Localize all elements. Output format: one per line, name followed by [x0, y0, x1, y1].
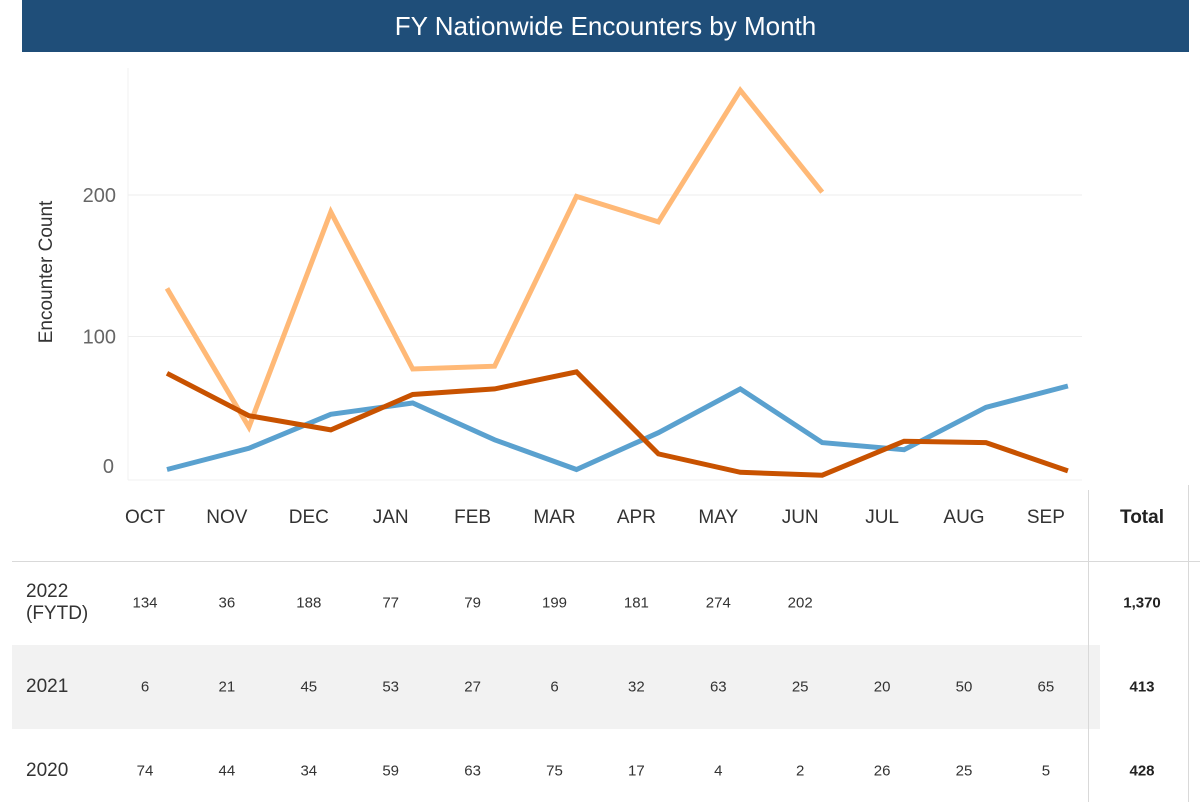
series-line-2022 [164, 85, 825, 433]
table-cell: 44 [218, 762, 236, 780]
month-header-mar: MAR [533, 507, 576, 528]
table-cell: 134 [132, 594, 158, 612]
table-header-divider [12, 561, 1200, 562]
table-cell: 75 [546, 762, 563, 780]
row-total: 428 [1129, 762, 1155, 780]
table-cell: 63 [709, 678, 727, 696]
total-header: Total [1120, 507, 1164, 528]
row-label-2020: 2020 [26, 760, 68, 782]
table-cell: 74 [136, 762, 154, 780]
table-cell: 6 [550, 678, 559, 696]
table-cell: 274 [705, 594, 731, 612]
table-cell: 27 [464, 678, 481, 696]
table-cell: 202 [787, 594, 813, 612]
y-tick-label: 0 [103, 456, 114, 478]
table-cell: 26 [873, 762, 891, 780]
table-cell: 199 [541, 594, 568, 612]
table-cell: 63 [464, 762, 481, 780]
table-cell: 65 [1037, 678, 1055, 696]
month-header-jul: JUL [865, 507, 899, 528]
table-cell: 20 [873, 678, 891, 696]
series-line-2020 [165, 369, 1069, 478]
table-cell: 59 [382, 762, 400, 780]
table-cell: 77 [382, 594, 400, 612]
table-cell: 181 [623, 594, 649, 612]
month-header-jan: JAN [372, 507, 409, 528]
y-axis-label: Encounter Count [36, 200, 57, 344]
row-total: 1,370 [1123, 594, 1161, 612]
month-header-feb: FEB [454, 507, 492, 528]
table-cell: 34 [300, 762, 318, 780]
table-cell: 6 [140, 678, 150, 696]
y-tick-label: 200 [83, 185, 116, 207]
table-cell: 25 [791, 678, 809, 696]
table-cell: 188 [296, 594, 322, 612]
month-header-nov: NOV [206, 507, 248, 528]
month-header-oct: OCT [124, 507, 166, 528]
row-label-year: 2020 [26, 760, 69, 781]
total-column-divider [1088, 490, 1089, 802]
row-total: 413 [1129, 678, 1155, 696]
month-header-jun: JUN [781, 507, 819, 528]
table-cell: 4 [714, 762, 723, 780]
table-cell: 17 [628, 762, 645, 780]
month-header-aug: AUG [943, 507, 985, 528]
row-label-suffix: (FYTD) [26, 603, 89, 624]
table-cell: 36 [218, 594, 236, 612]
row-label-year: 2021 [26, 676, 69, 697]
table-cell: 32 [628, 678, 645, 696]
table-cell: 25 [955, 762, 973, 780]
row-label-year: 2022 [26, 581, 69, 602]
table-cell: 45 [300, 678, 318, 696]
table-right-border [1188, 485, 1189, 802]
table-cell: 53 [382, 678, 400, 696]
table-cell: 79 [464, 594, 481, 612]
row-label-2021: 2021 [26, 676, 68, 698]
month-header-apr: APR [616, 507, 656, 528]
y-tick-label: 100 [83, 327, 116, 349]
table-cell: 50 [955, 678, 973, 696]
table-cell: 2 [796, 762, 805, 780]
table-cell: 5 [1041, 762, 1051, 780]
row-label-2022: 2022 (FYTD) [26, 581, 88, 625]
table-row-background [12, 645, 1100, 729]
table-cell: 21 [218, 678, 236, 696]
series-line-2021 [166, 383, 1069, 473]
month-header-dec: DEC [288, 507, 329, 528]
month-header-sep: SEP [1026, 507, 1065, 528]
chart-title: FY Nationwide Encounters by Month [22, 0, 1189, 52]
month-header-may: MAY [698, 507, 739, 528]
